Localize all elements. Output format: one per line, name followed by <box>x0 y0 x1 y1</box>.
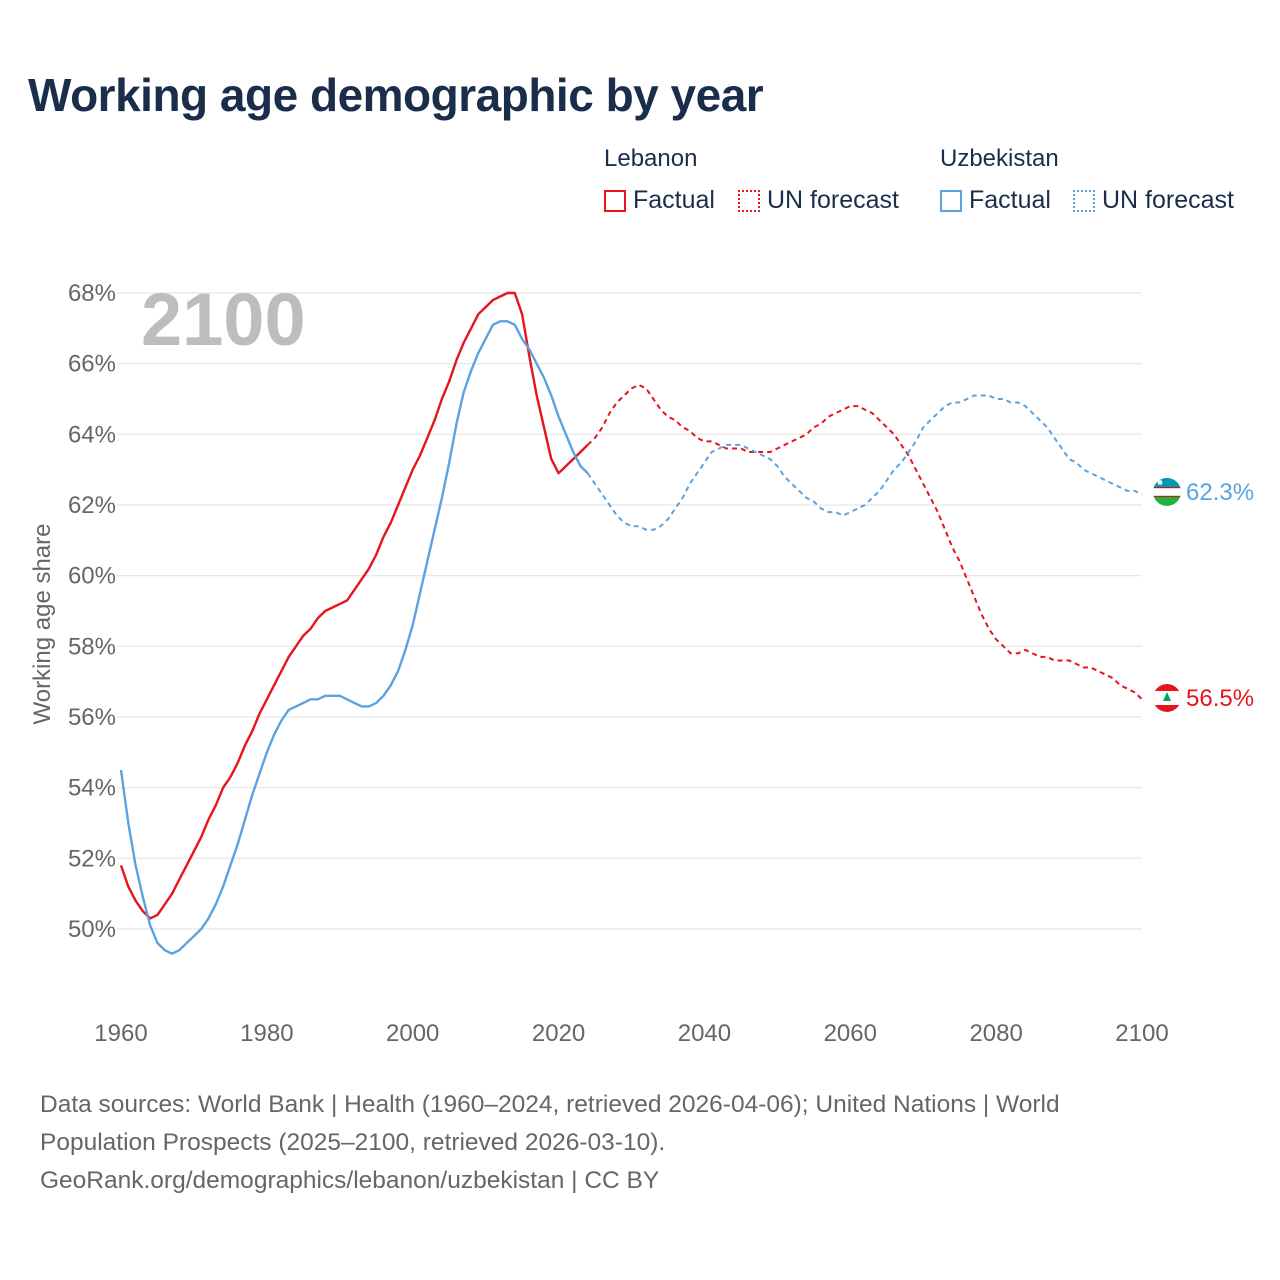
footer-sources: Data sources: World Bank | Health (1960–… <box>40 1086 1200 1200</box>
y-tick-label: 60% <box>68 563 116 590</box>
legend-lebanon-forecast[interactable]: UN forecast <box>738 186 899 215</box>
y-tick-label: 58% <box>68 633 116 660</box>
legend-swatch-dotted-blue <box>1073 189 1095 212</box>
y-axis-label: Working age share <box>29 524 56 725</box>
uzbekistan-factual-line <box>119 320 589 955</box>
line-chart: 50% 52% 54% 56% 58% 60% 62% 64% 66% 68% 1960 1980 2… <box>29 278 1254 1047</box>
legend-label: UN forecast <box>1102 186 1234 214</box>
legend-heading-uzbekistan: Uzbekistan <box>940 145 1059 172</box>
lebanon-flag-icon <box>1153 684 1181 712</box>
y-tick-label: 64% <box>68 421 116 448</box>
uzbekistan-flag-icon <box>1153 478 1181 506</box>
legend-uzbekistan-factual[interactable]: Factual <box>940 186 1051 215</box>
legend-swatch-dotted-red <box>738 189 760 212</box>
legend-swatch-solid-red <box>604 189 626 212</box>
x-tick-label: 2020 <box>532 1020 585 1047</box>
x-tick-label: 2100 <box>1115 1020 1168 1047</box>
y-tick-label: 62% <box>68 492 116 519</box>
legend-heading-lebanon: Lebanon <box>604 145 698 172</box>
x-tick-label: 1960 <box>94 1020 147 1047</box>
legend-label: Factual <box>969 186 1051 214</box>
lebanon-forecast-line <box>587 383 1143 701</box>
legend-uzbekistan-forecast[interactable]: UN forecast <box>1073 186 1234 215</box>
legend-label: UN forecast <box>767 186 899 214</box>
y-tick-label: 68% <box>68 280 116 307</box>
lebanon-end-label: 56.5% <box>1186 685 1254 712</box>
uzbekistan-forecast-line <box>586 394 1143 531</box>
legend-swatch-solid-blue <box>940 189 962 212</box>
y-tick-label: 54% <box>68 775 116 802</box>
year-watermark: 2100 <box>141 278 306 361</box>
footer-line: Population Prospects (2025–2100, retriev… <box>40 1129 666 1156</box>
legend-lebanon-factual[interactable]: Factual <box>604 186 715 215</box>
x-tick-label: 2080 <box>969 1020 1022 1047</box>
chart-title: Working age demographic by year <box>28 69 764 121</box>
x-tick-label: 2040 <box>678 1020 731 1047</box>
footer-line: GeoRank.org/demographics/lebanon/uzbekis… <box>40 1167 660 1194</box>
y-tick-label: 52% <box>68 845 116 872</box>
x-tick-label: 2060 <box>824 1020 877 1047</box>
uzbekistan-end-label: 62.3% <box>1186 479 1254 506</box>
y-tick-label: 66% <box>68 351 116 378</box>
footer-line: Data sources: World Bank | Health (1960–… <box>40 1091 1060 1118</box>
y-tick-label: 56% <box>68 704 116 731</box>
y-tick-label: 50% <box>68 916 116 943</box>
legend-label: Factual <box>633 186 715 214</box>
x-tick-label: 1980 <box>240 1020 293 1047</box>
lebanon-factual-line <box>119 291 589 920</box>
x-tick-label: 2000 <box>386 1020 439 1047</box>
